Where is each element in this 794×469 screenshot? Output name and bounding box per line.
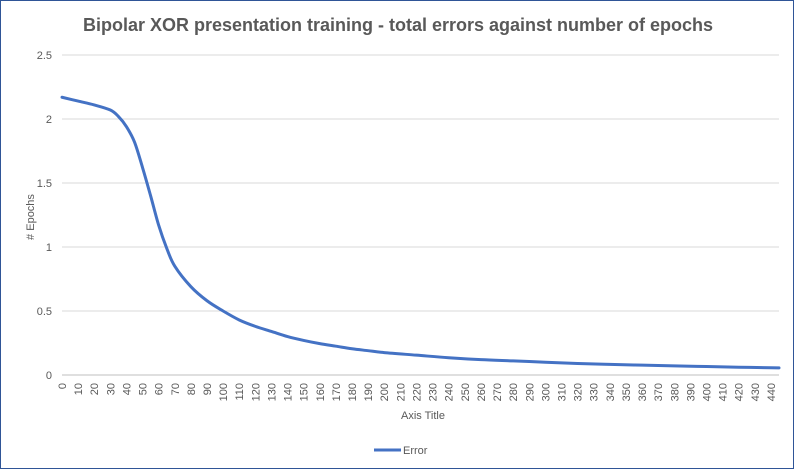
x-tick-label: 430 — [750, 383, 762, 401]
x-tick-label: 60 — [154, 383, 166, 395]
x-tick-label: 180 — [347, 383, 359, 401]
x-tick-label: 360 — [637, 383, 649, 401]
x-tick-label: 350 — [621, 383, 633, 401]
x-tick-label: 320 — [573, 383, 585, 401]
x-tick-label: 210 — [395, 383, 407, 401]
x-tick-label: 340 — [605, 383, 617, 401]
x-tick-label: 40 — [121, 383, 133, 395]
y-tick-label: 0.5 — [37, 306, 52, 318]
x-tick-label: 50 — [138, 383, 150, 395]
chart-title: Bipolar XOR presentation training - tota… — [83, 15, 713, 35]
x-axis-title: Axis Title — [401, 410, 445, 422]
x-tick-label: 440 — [766, 383, 778, 401]
x-tick-label: 200 — [379, 383, 391, 401]
y-tick-label: 2.5 — [37, 50, 52, 62]
x-tick-label: 110 — [234, 383, 246, 401]
x-tick-label: 270 — [492, 383, 504, 401]
x-tick-label: 0 — [57, 383, 69, 389]
x-tick-label: 30 — [105, 383, 117, 395]
x-tick-label: 80 — [186, 383, 198, 395]
x-tick-label: 380 — [669, 383, 681, 401]
y-tick-label: 1 — [46, 242, 52, 254]
x-tick-label: 400 — [701, 383, 713, 401]
legend: Error — [374, 445, 428, 457]
x-tick-label: 90 — [202, 383, 214, 395]
legend-label-error: Error — [403, 445, 428, 457]
x-tick-label: 390 — [685, 383, 697, 401]
x-tick-label: 130 — [266, 383, 278, 401]
x-tick-label: 10 — [73, 383, 85, 395]
x-tick-labels: 0 10 20 30 40 50 60 70 80 90 100 110 120 130 140 150 160… — [57, 383, 778, 401]
x-tick-label: 330 — [589, 383, 601, 401]
grid-layer — [62, 54, 779, 376]
y-axis-title: # Epochs — [25, 194, 37, 240]
y-tick-label: 0 — [46, 370, 52, 382]
x-tick-label: 170 — [331, 383, 343, 401]
series-line-error — [60, 95, 781, 370]
x-tick-label: 70 — [170, 383, 182, 395]
y-tick-labels: 0 0.5 1 1.5 2 2.5 — [37, 50, 52, 382]
x-tick-label: 260 — [476, 383, 488, 401]
y-tick-label: 1.5 — [37, 178, 52, 190]
x-tick-label: 250 — [460, 383, 472, 401]
x-tick-label: 140 — [283, 383, 295, 401]
x-tick-label: 280 — [508, 383, 520, 401]
x-tick-label: 150 — [299, 383, 311, 401]
x-tick-label: 290 — [524, 383, 536, 401]
x-tick-label: 230 — [428, 383, 440, 401]
series-layer — [60, 95, 781, 370]
x-tick-label: 220 — [411, 383, 423, 401]
x-tick-label: 410 — [718, 383, 730, 401]
x-tick-label: 160 — [315, 383, 327, 401]
x-tick-label: 420 — [734, 383, 746, 401]
x-tick-label: 370 — [653, 383, 665, 401]
x-tick-label: 120 — [250, 383, 262, 401]
y-tick-label: 2 — [46, 114, 52, 126]
x-tick-label: 20 — [89, 383, 101, 395]
x-tick-label: 300 — [540, 383, 552, 401]
x-tick-label: 310 — [556, 383, 568, 401]
x-tick-label: 240 — [444, 383, 456, 401]
x-tick-label: 100 — [218, 383, 230, 401]
x-tick-label: 190 — [363, 383, 375, 401]
